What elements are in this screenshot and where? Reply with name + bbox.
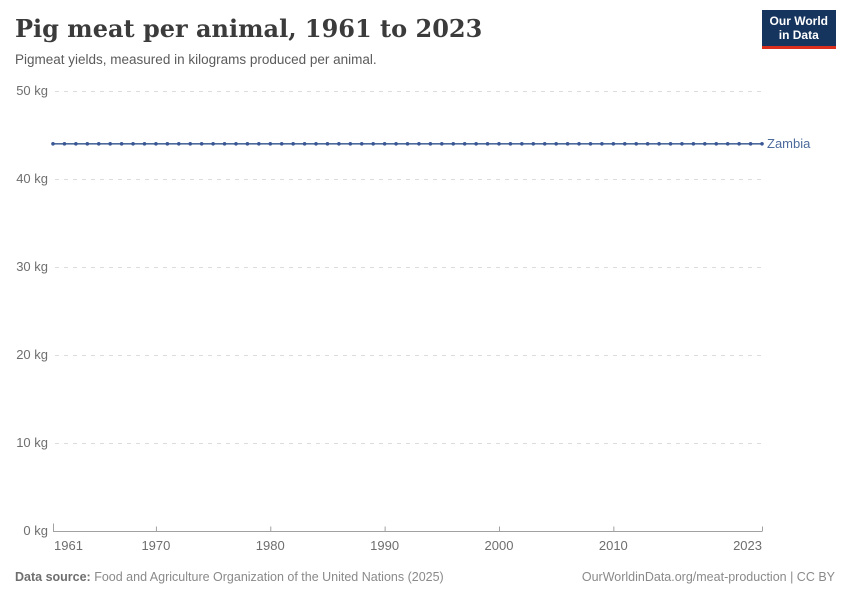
- data-point: [703, 142, 707, 146]
- y-axis-label: 0 kg: [23, 523, 48, 538]
- data-point: [325, 142, 330, 146]
- data-point: [108, 142, 112, 146]
- data-point: [142, 142, 147, 146]
- data-point: [622, 142, 627, 146]
- data-point: [577, 142, 581, 146]
- data-point: [531, 142, 536, 146]
- data-point: [600, 142, 604, 146]
- logo-line2: in Data: [778, 27, 819, 42]
- owid-logo[interactable]: Our World in Data: [761, 10, 836, 49]
- data-point: [154, 142, 158, 146]
- data-point: [588, 142, 593, 146]
- data-point: [382, 142, 387, 146]
- data-point: [645, 142, 650, 146]
- data-point: [222, 142, 227, 146]
- footer-link[interactable]: OurWorldinData.org/meat-production | CC …: [581, 570, 835, 584]
- x-axis-label: 1970: [141, 538, 171, 553]
- data-point: [508, 142, 513, 146]
- data-point: [565, 142, 570, 146]
- data-point: [485, 142, 490, 146]
- data-point: [199, 142, 204, 146]
- data-point: [680, 142, 684, 146]
- data-point: [211, 142, 215, 146]
- data-point: [451, 142, 456, 146]
- data-point: [611, 142, 616, 146]
- data-point: [497, 142, 501, 146]
- x-axis-label: 2010: [598, 538, 628, 553]
- y-axis-label: 10 kg: [16, 435, 48, 450]
- data-point: [691, 142, 696, 146]
- y-axis-label: 40 kg: [16, 171, 48, 186]
- series-label-zambia[interactable]: Zambia: [767, 135, 811, 151]
- x-axis-label: 2000: [484, 538, 514, 553]
- data-point: [337, 142, 341, 146]
- data-point: [188, 142, 193, 146]
- data-point: [440, 142, 444, 146]
- data-point: [542, 142, 547, 146]
- data-point: [725, 142, 730, 146]
- data-source-text: Food and Agriculture Organization of the…: [90, 570, 444, 584]
- data-point: [302, 142, 307, 146]
- data-point: [74, 142, 78, 146]
- data-point: [245, 142, 250, 146]
- page-title: Pig meat per animal, 1961 to 2023: [15, 14, 483, 43]
- data-point: [394, 142, 398, 146]
- data-point: [85, 142, 90, 146]
- data-point: [760, 142, 764, 146]
- data-point: [668, 142, 673, 146]
- data-point: [268, 142, 273, 146]
- data-point: [291, 142, 295, 146]
- data-point: [417, 142, 421, 146]
- data-point: [165, 142, 170, 146]
- data-point: [520, 142, 524, 146]
- data-point: [234, 142, 238, 146]
- data-point: [257, 142, 261, 146]
- data-point: [96, 142, 101, 146]
- data-point: [554, 142, 558, 146]
- data-point: [131, 142, 135, 146]
- logo-line1: Our World: [769, 14, 828, 28]
- x-axis-label: 2023: [733, 538, 762, 553]
- data-source: Data source: Food and Agriculture Organi…: [15, 569, 444, 585]
- data-point: [714, 142, 719, 146]
- y-axis-label: 30 kg: [16, 259, 48, 274]
- data-point: [62, 142, 67, 146]
- data-point: [634, 142, 639, 146]
- data-point: [405, 142, 410, 146]
- data-source-label: Data source:: [15, 570, 91, 584]
- chart-footer: Data source: Food and Agriculture Organi…: [15, 569, 835, 585]
- x-axis-label: 1980: [255, 538, 285, 553]
- data-point: [428, 142, 433, 146]
- data-point: [348, 142, 353, 146]
- chart-subtitle: Pigmeat yields, measured in kilograms pr…: [15, 52, 377, 67]
- data-point: [176, 142, 181, 146]
- data-point: [279, 142, 284, 146]
- x-axis-label: 1961: [54, 538, 83, 553]
- data-point: [371, 142, 375, 146]
- data-point: [51, 142, 55, 146]
- data-point: [314, 142, 318, 146]
- data-point: [119, 142, 124, 146]
- data-point: [462, 142, 467, 146]
- y-axis-label: 20 kg: [16, 347, 48, 362]
- y-axis-label: 50 kg: [16, 83, 48, 98]
- x-axis-label: 1990: [370, 538, 400, 553]
- data-point: [748, 142, 753, 146]
- data-point: [737, 142, 741, 146]
- data-point: [657, 142, 661, 146]
- data-point: [474, 142, 478, 146]
- data-point: [359, 142, 364, 146]
